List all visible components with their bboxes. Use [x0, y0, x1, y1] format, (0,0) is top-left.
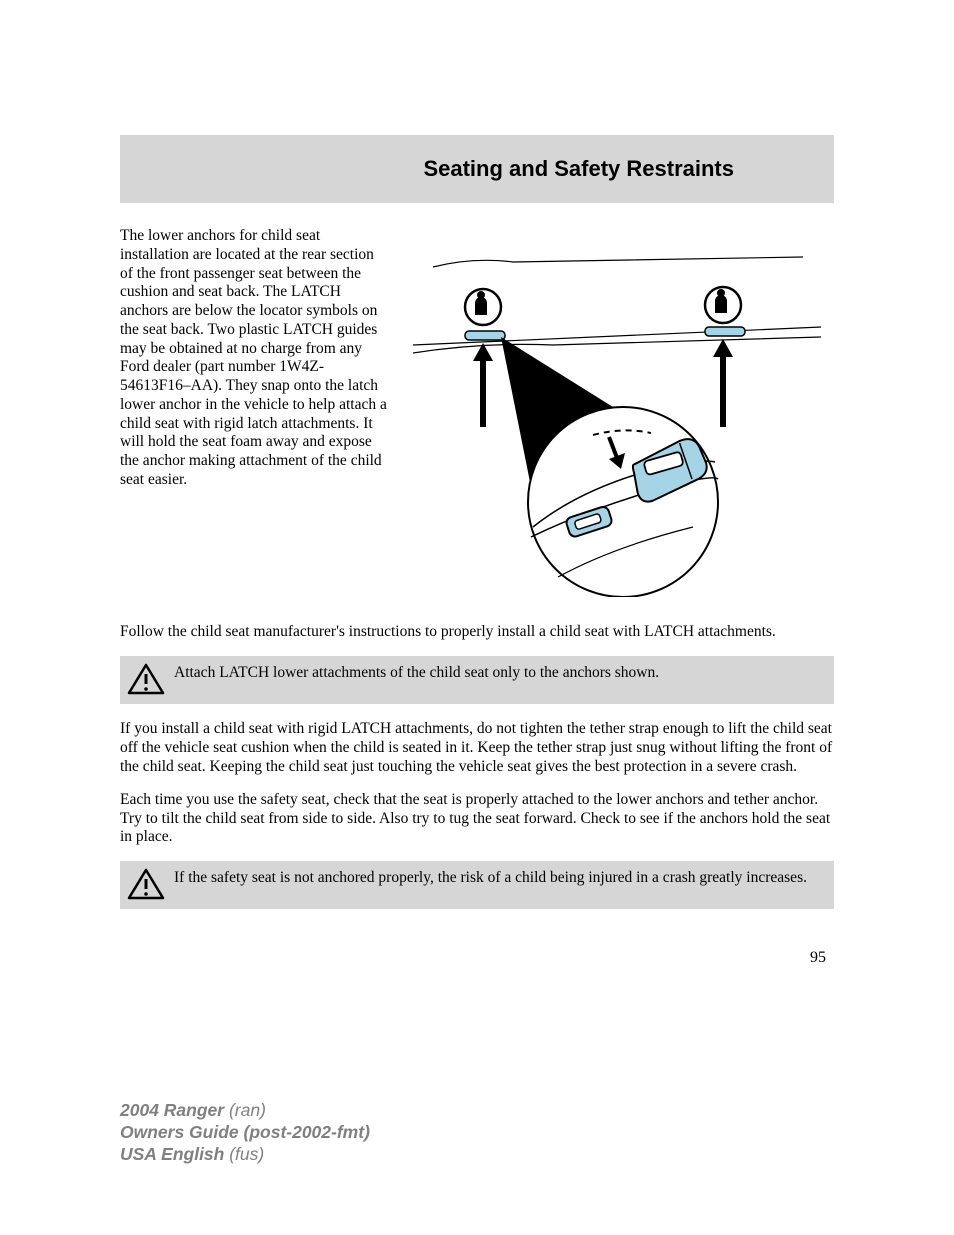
warning-box-1: Attach LATCH lower attachments of the ch…: [120, 656, 834, 704]
page-number: 95: [120, 949, 834, 967]
section-header-band: Seating and Safety Restraints: [120, 135, 834, 203]
page-content: Seating and Safety Restraints The lower …: [120, 135, 834, 967]
footer-line-1: 2004 Ranger (ran): [120, 1100, 370, 1122]
footer-line-2: Owners Guide (post-2002-fmt): [120, 1122, 370, 1144]
footer-lang: USA English: [120, 1144, 224, 1164]
footer-lang-code: (fus): [224, 1144, 264, 1164]
warning-text-2: If the safety seat is not anchored prope…: [174, 867, 807, 888]
latch-anchor-illustration: [402, 227, 834, 597]
warning-text-1: Attach LATCH lower attachments of the ch…: [174, 662, 659, 683]
warning-triangle-icon: [126, 867, 166, 901]
paragraph-4: Each time you use the safety seat, check…: [120, 791, 834, 848]
paragraph-3: If you install a child seat with rigid L…: [120, 720, 834, 777]
footer-metadata: 2004 Ranger (ran) Owners Guide (post-200…: [120, 1100, 370, 1166]
warning-box-2: If the safety seat is not anchored prope…: [120, 861, 834, 909]
footer-model: 2004 Ranger: [120, 1100, 224, 1120]
paragraph-2: Follow the child seat manufacturer's ins…: [120, 623, 834, 642]
section-title: Seating and Safety Restraints: [423, 156, 734, 182]
paragraph-1: The lower anchors for child seat install…: [120, 227, 388, 597]
text-and-figure-row: The lower anchors for child seat install…: [120, 227, 834, 597]
footer-model-code: (ran): [224, 1100, 266, 1120]
warning-triangle-icon: [126, 662, 166, 696]
footer-line-3: USA English (fus): [120, 1144, 370, 1166]
